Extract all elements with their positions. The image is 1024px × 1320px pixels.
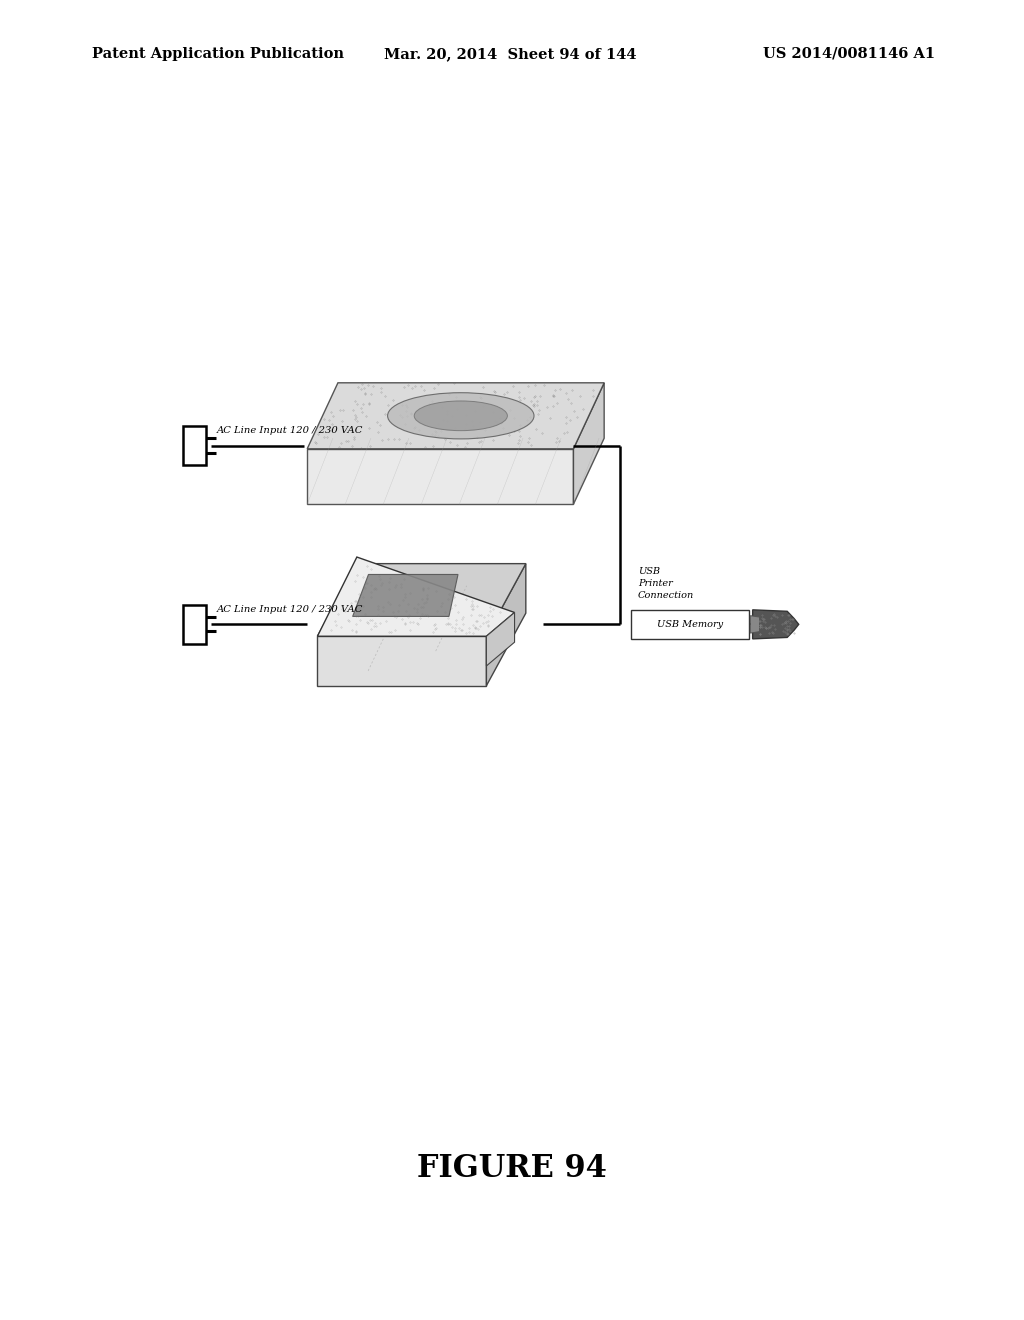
Polygon shape (751, 615, 760, 634)
Text: Mar. 20, 2014  Sheet 94 of 144: Mar. 20, 2014 Sheet 94 of 144 (384, 46, 637, 61)
Text: FIGURE 94: FIGURE 94 (417, 1152, 607, 1184)
Polygon shape (486, 564, 526, 685)
Polygon shape (573, 383, 604, 504)
Bar (631, 610, 749, 639)
Ellipse shape (388, 393, 535, 438)
Polygon shape (486, 612, 514, 667)
Text: AC Line Input 120 / 230 VAC: AC Line Input 120 / 230 VAC (217, 605, 364, 614)
Text: USB Memory: USB Memory (656, 620, 723, 628)
Bar (183, 425, 206, 466)
Polygon shape (317, 557, 514, 636)
Ellipse shape (415, 401, 508, 430)
Polygon shape (317, 564, 526, 636)
Polygon shape (753, 610, 799, 639)
Polygon shape (352, 574, 458, 616)
Bar (183, 605, 206, 644)
Text: AC Line Input 120 / 230 VAC: AC Line Input 120 / 230 VAC (217, 426, 364, 436)
Text: USB
Printer
Connection: USB Printer Connection (638, 568, 694, 599)
Text: US 2014/0081146 A1: US 2014/0081146 A1 (763, 46, 935, 61)
Polygon shape (307, 383, 604, 449)
Text: Patent Application Publication: Patent Application Publication (92, 46, 344, 61)
Polygon shape (307, 449, 573, 504)
Polygon shape (317, 636, 486, 685)
